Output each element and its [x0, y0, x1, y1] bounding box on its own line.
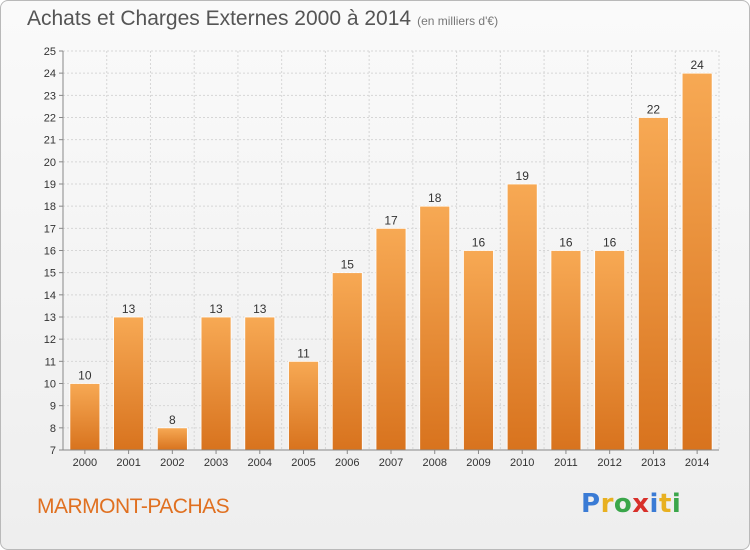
bar-2014: [681, 72, 713, 451]
y-tick-label: 19: [44, 179, 56, 191]
bar-value-label: 19: [516, 169, 530, 183]
y-tick-label: 7: [50, 445, 56, 457]
y-tick-label: 22: [44, 113, 56, 125]
x-tick-label: 2002: [160, 457, 184, 469]
y-tick-label: 18: [44, 201, 56, 213]
bar-2011: [550, 250, 582, 451]
bar-value-label: 10: [78, 369, 92, 383]
bar-2004: [244, 316, 276, 451]
y-tick-label: 16: [44, 246, 56, 258]
y-tick-label: 11: [45, 356, 56, 368]
bar-value-label: 8: [169, 413, 176, 427]
x-tick-label: 2014: [685, 457, 709, 469]
bar-value-label: 13: [209, 302, 223, 316]
bar-value-label: 24: [690, 58, 704, 72]
x-tick-label: 2010: [510, 457, 534, 469]
x-tick-label: 2012: [597, 457, 621, 469]
bars: 10 13 8 13 13 11 15 17 18 16 19 16 16 22 24: [69, 58, 713, 451]
bar-2005: [288, 360, 319, 451]
bar-value-label: 16: [472, 236, 486, 250]
bar-2002: [156, 427, 188, 451]
bar-2013: [638, 117, 669, 451]
chart-title-text: Achats et Charges Externes 2000 à 2014: [27, 7, 412, 30]
bar-value-label: 18: [428, 191, 442, 205]
x-tick-label: 2000: [73, 457, 97, 469]
y-tick-label: 14: [44, 290, 56, 302]
x-tick-label: 2005: [291, 457, 315, 469]
bar-value-label: 13: [122, 302, 136, 316]
bar-2000: [69, 383, 101, 451]
bar-value-label: 16: [559, 236, 573, 250]
y-tick-label: 20: [44, 157, 56, 169]
bar-2009: [463, 250, 494, 451]
y-tick-label: 9: [50, 401, 56, 413]
proxiti-logo[interactable]: Proxiti: [581, 489, 682, 519]
x-tick-label: 2008: [422, 457, 446, 469]
x-tick-label: 2007: [379, 457, 403, 469]
y-tick-label: 15: [44, 268, 56, 280]
bar-2006: [331, 272, 363, 451]
bar-2007: [375, 227, 407, 451]
y-tick-label: 8: [50, 423, 56, 435]
bar-2003: [200, 316, 232, 451]
axes: 7 8 9 10 11 12 13 14 15 16 17 18 19 20 21 22 23 24 25 2000 2…: [44, 46, 719, 469]
bar-value-label: 11: [297, 346, 310, 360]
bar-value-label: 17: [384, 213, 398, 227]
x-tick-label: 2006: [335, 457, 359, 469]
y-tick-label: 13: [44, 312, 56, 324]
x-tick-label: 2009: [466, 457, 490, 469]
bar-value-label: 16: [603, 236, 617, 250]
x-tick-label: 2013: [641, 457, 665, 469]
bar-value-label: 22: [647, 103, 661, 117]
bar-value-label: 13: [253, 302, 267, 316]
bar-2010: [506, 183, 538, 451]
x-tick-label: 2004: [248, 457, 272, 469]
x-tick-label: 2003: [204, 457, 228, 469]
chart-title: Achats et Charges Externes 2000 à 2014 (e…: [27, 7, 498, 31]
chart-subtitle: (en milliers d'€): [417, 14, 499, 28]
y-tick-label: 12: [44, 334, 56, 346]
x-tick-label: 2001: [116, 457, 140, 469]
bar-2001: [113, 316, 144, 451]
bar-2012: [594, 250, 626, 451]
bar-value-label: 15: [341, 258, 355, 272]
y-tick-label: 21: [44, 135, 56, 147]
y-tick-label: 23: [44, 90, 56, 102]
x-tick-label: 2011: [554, 457, 578, 469]
y-tick-label: 25: [44, 46, 56, 58]
y-tick-label: 10: [44, 379, 56, 391]
y-tick-label: 17: [44, 223, 56, 235]
y-tick-label: 24: [44, 68, 56, 80]
commune-name: MARMONT-PACHAS: [37, 495, 230, 518]
bar-2008: [419, 205, 451, 451]
